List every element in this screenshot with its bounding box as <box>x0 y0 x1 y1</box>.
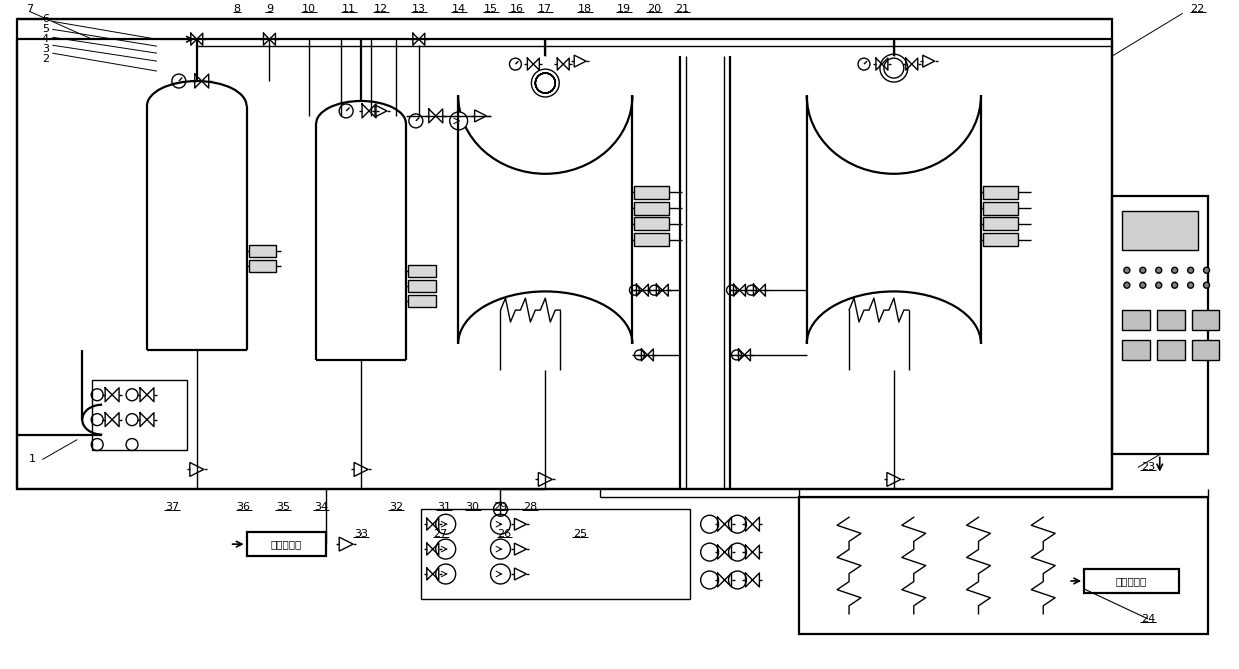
Text: 8: 8 <box>233 5 240 14</box>
Circle shape <box>1124 282 1130 288</box>
Text: 23: 23 <box>1141 462 1155 472</box>
Bar <box>1121 310 1150 330</box>
Circle shape <box>491 514 510 534</box>
Bar <box>1121 340 1150 360</box>
Text: 15: 15 <box>483 5 498 14</box>
Circle shape <box>1188 268 1193 273</box>
Text: 6: 6 <box>42 14 48 24</box>
Text: 32: 32 <box>389 502 403 512</box>
Bar <box>1121 211 1198 250</box>
Bar <box>16 19 1111 489</box>
Circle shape <box>491 539 510 559</box>
Bar <box>408 295 436 307</box>
Circle shape <box>450 112 467 130</box>
Bar <box>1192 340 1219 360</box>
Text: 待脉气液体: 待脉气液体 <box>1115 576 1146 586</box>
Bar <box>92 380 187 450</box>
Text: 31: 31 <box>436 502 451 512</box>
Text: 37: 37 <box>165 502 178 512</box>
Text: 9: 9 <box>266 5 273 14</box>
Bar <box>1192 310 1219 330</box>
Bar <box>983 185 1018 199</box>
Text: 24: 24 <box>1141 614 1155 624</box>
Circle shape <box>1188 282 1193 288</box>
Text: 20: 20 <box>647 5 660 14</box>
Text: 26: 26 <box>497 529 512 539</box>
Circle shape <box>436 514 456 534</box>
Text: 4: 4 <box>42 34 50 44</box>
Text: 33: 33 <box>354 529 368 539</box>
Bar <box>634 217 669 230</box>
Text: 12: 12 <box>374 5 388 14</box>
Circle shape <box>436 539 456 559</box>
Bar <box>408 280 436 292</box>
Bar <box>1157 340 1184 360</box>
Bar <box>799 497 1208 634</box>
Bar <box>983 217 1018 230</box>
Circle shape <box>1140 268 1146 273</box>
Bar <box>1111 195 1208 454</box>
Text: 21: 21 <box>675 5 689 14</box>
Text: 脉气完成液: 脉气完成液 <box>271 539 302 549</box>
Circle shape <box>1156 268 1162 273</box>
Bar <box>421 509 690 599</box>
Bar <box>1157 310 1184 330</box>
Text: 11: 11 <box>342 5 356 14</box>
Circle shape <box>1172 268 1178 273</box>
Circle shape <box>1172 282 1178 288</box>
Text: 16: 16 <box>509 5 523 14</box>
Circle shape <box>1140 282 1146 288</box>
Text: 13: 13 <box>411 5 426 14</box>
Text: 3: 3 <box>42 44 48 54</box>
Bar <box>408 266 436 277</box>
Text: 35: 35 <box>276 502 290 512</box>
Text: 18: 18 <box>579 5 592 14</box>
Bar <box>634 201 669 215</box>
Text: 2: 2 <box>42 54 50 64</box>
Text: 27: 27 <box>434 529 447 539</box>
Text: 25: 25 <box>574 529 587 539</box>
Circle shape <box>491 564 510 584</box>
Text: 34: 34 <box>315 502 328 512</box>
Text: 7: 7 <box>26 5 33 14</box>
Circle shape <box>1156 282 1162 288</box>
Text: 22: 22 <box>1191 5 1204 14</box>
Text: 29: 29 <box>493 502 508 512</box>
Text: 14: 14 <box>451 5 466 14</box>
Bar <box>983 201 1018 215</box>
Bar <box>634 185 669 199</box>
Text: 5: 5 <box>42 24 48 34</box>
Bar <box>249 260 276 272</box>
Text: 10: 10 <box>302 5 316 14</box>
Circle shape <box>1124 268 1130 273</box>
Text: 28: 28 <box>523 502 538 512</box>
Bar <box>983 233 1018 246</box>
Text: 19: 19 <box>617 5 631 14</box>
Bar <box>1084 569 1178 593</box>
Bar <box>249 246 276 258</box>
Circle shape <box>1203 282 1209 288</box>
Text: 17: 17 <box>538 5 553 14</box>
Text: 36: 36 <box>237 502 250 512</box>
Text: 1: 1 <box>28 454 36 464</box>
Circle shape <box>436 564 456 584</box>
Text: 30: 30 <box>466 502 479 512</box>
Circle shape <box>1203 268 1209 273</box>
Bar <box>247 532 326 556</box>
Bar <box>634 233 669 246</box>
